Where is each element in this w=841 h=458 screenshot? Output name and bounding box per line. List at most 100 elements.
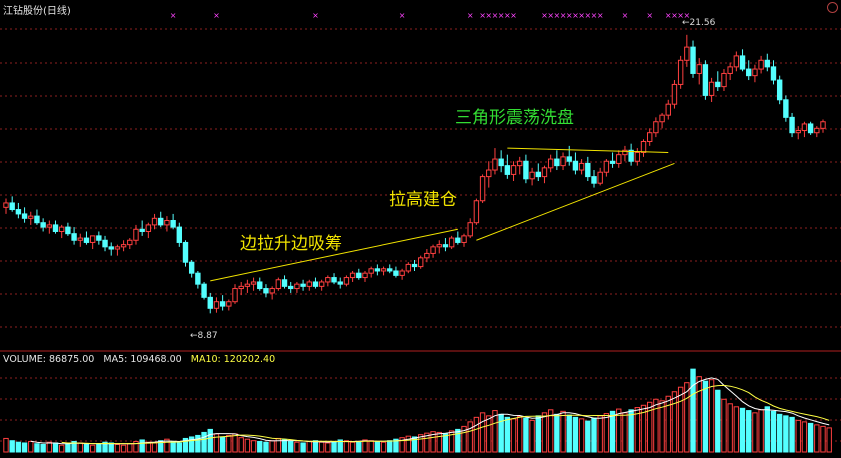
candle-body	[523, 160, 529, 180]
candle-body	[263, 288, 269, 294]
candle-body	[776, 79, 783, 101]
candle	[387, 264, 393, 274]
candle	[814, 126, 820, 138]
candle-body	[325, 277, 331, 283]
volume-bar	[257, 440, 263, 453]
volume-bar	[182, 437, 189, 453]
candle-body	[547, 158, 554, 169]
candle-body	[288, 285, 294, 290]
volume-bar	[665, 395, 671, 453]
candle	[677, 55, 684, 89]
signal-marker: ×	[504, 11, 511, 20]
candle	[250, 277, 257, 291]
candle-body	[597, 171, 603, 184]
candle-body	[535, 171, 541, 178]
candle	[232, 284, 238, 304]
ma10-value: MA10: 120202.40	[190, 354, 276, 365]
candle-body	[702, 64, 709, 96]
candle	[102, 235, 108, 252]
candle	[269, 286, 275, 300]
volume-bar	[510, 418, 517, 453]
candle	[21, 207, 28, 223]
signal-marker: ×	[646, 11, 653, 20]
signal-marker: ×	[572, 11, 579, 20]
low-price-label: ←8.87	[190, 331, 218, 341]
candle	[616, 150, 622, 168]
candle-body	[665, 103, 671, 116]
candle	[715, 71, 721, 92]
candle-body	[52, 224, 59, 232]
candle	[96, 231, 102, 245]
volume-bar	[28, 440, 34, 453]
candle-body	[213, 301, 220, 309]
candle	[114, 244, 121, 256]
candle-body	[820, 121, 826, 129]
candle	[244, 279, 251, 293]
candle	[634, 148, 641, 166]
candle-body	[616, 154, 622, 164]
candle-body	[448, 237, 455, 248]
volume-bar	[671, 391, 678, 453]
candle-body	[671, 83, 678, 105]
volume-bar	[207, 428, 213, 453]
volume-bar	[572, 416, 579, 453]
candle	[479, 174, 486, 203]
volume-bar	[133, 440, 139, 453]
candle	[523, 154, 529, 184]
candle	[380, 266, 387, 276]
volume-bar	[789, 416, 795, 453]
candle	[164, 216, 170, 232]
volume-bar	[758, 409, 764, 453]
candle	[226, 299, 232, 311]
volume-bar	[244, 438, 251, 453]
candle-body	[77, 237, 83, 241]
candle-body	[566, 156, 572, 162]
volume-bar	[628, 409, 634, 453]
signal-marker: ×	[213, 11, 220, 20]
volume-bar	[517, 416, 523, 453]
candle-body	[783, 99, 789, 118]
candle	[665, 99, 671, 120]
volume-bar	[455, 428, 461, 453]
candle	[120, 240, 127, 252]
signal-marker: ×	[566, 11, 573, 20]
candle-body	[653, 121, 659, 134]
candle	[702, 60, 709, 100]
candle	[343, 275, 350, 287]
volume-bar	[374, 440, 381, 453]
close-circle-icon[interactable]	[827, 2, 838, 13]
annotation-stage3: 三角形震荡洗盘	[455, 108, 574, 128]
signal-marker: ×	[683, 11, 690, 20]
candle-body	[349, 272, 356, 279]
candle	[325, 275, 331, 287]
candle	[356, 268, 362, 280]
volume-bar	[269, 440, 275, 453]
volume-bar	[479, 412, 486, 453]
candle-body	[238, 285, 244, 290]
candle-body	[71, 233, 77, 241]
signal-marker: ×	[591, 11, 598, 20]
candle	[764, 53, 770, 72]
candle-body	[195, 272, 201, 285]
volume-bar	[646, 401, 653, 453]
volume-bar	[585, 420, 591, 453]
candle-body	[102, 239, 108, 248]
candle-body	[226, 301, 232, 307]
volume-bar	[306, 440, 312, 453]
volume-bar	[795, 419, 801, 453]
candle	[77, 233, 83, 247]
candle-body	[510, 165, 517, 175]
volume-bar	[640, 404, 647, 453]
volume-bar	[504, 416, 511, 453]
candle	[201, 281, 207, 300]
candle-body	[473, 200, 480, 224]
candle-body	[257, 281, 263, 290]
candle-body	[201, 283, 207, 298]
candle-body	[622, 149, 628, 156]
trendline	[507, 147, 669, 153]
volume-bar	[776, 413, 783, 453]
candle	[312, 277, 319, 289]
candle-body	[40, 222, 46, 228]
volume-bar	[708, 379, 715, 453]
candle	[591, 170, 597, 188]
